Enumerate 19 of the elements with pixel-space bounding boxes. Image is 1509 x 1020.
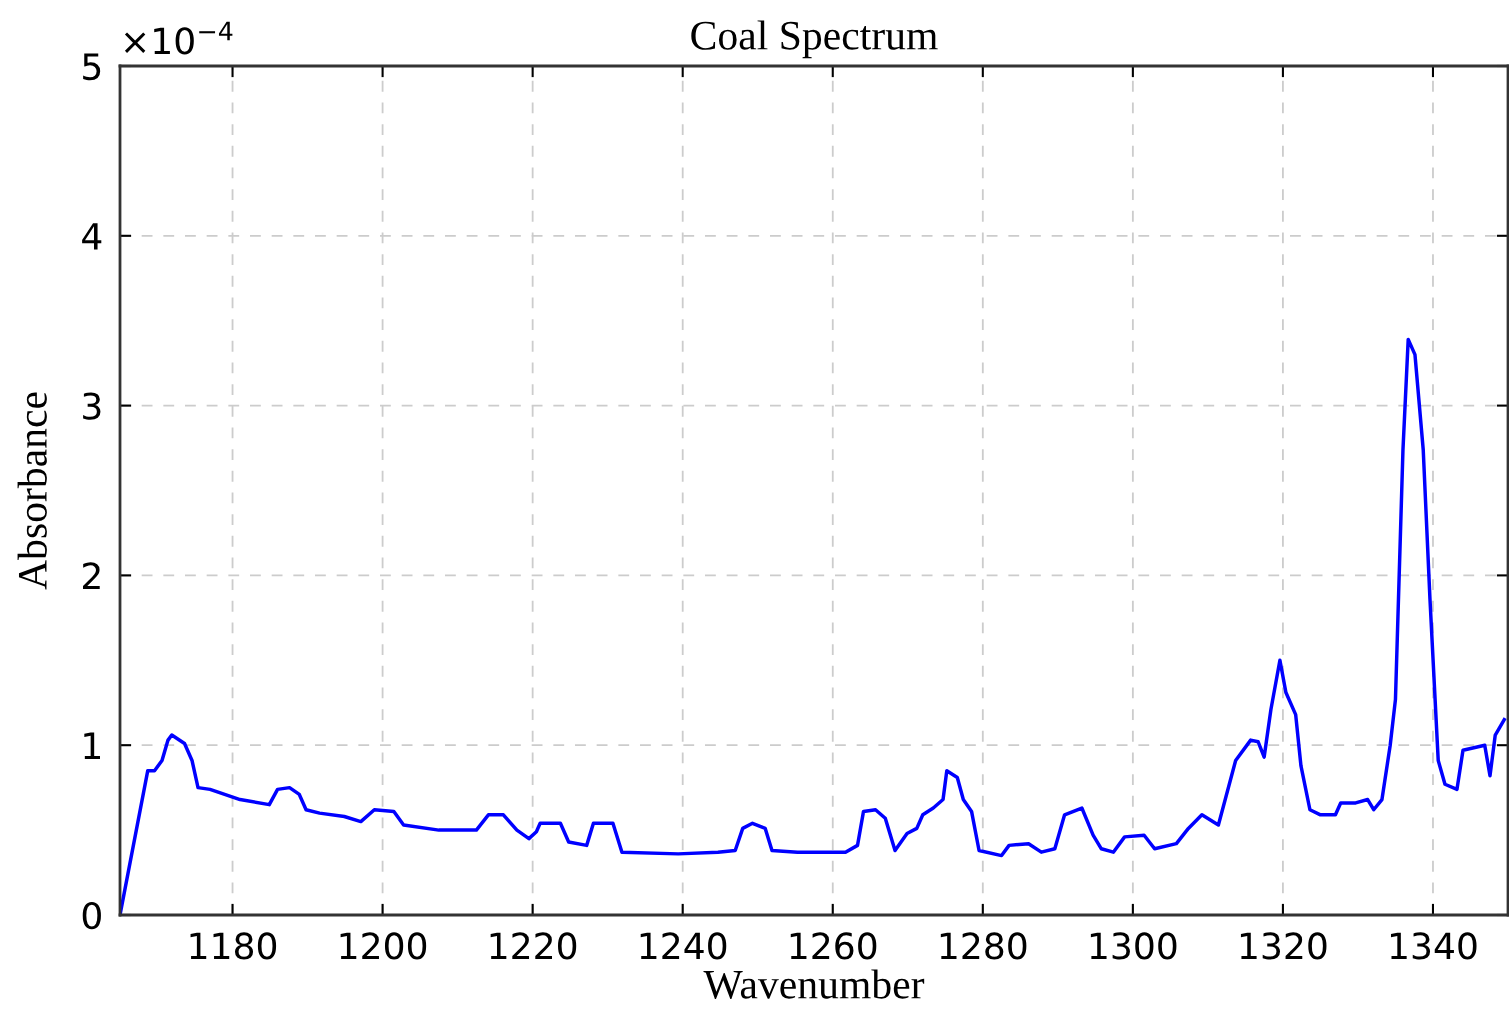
x-tick-label: 1300	[1090, 932, 1177, 960]
y-tick-label: 0	[82, 901, 101, 930]
x-tick-label: 1200	[340, 932, 427, 960]
x-tick-label: 1260	[790, 932, 877, 960]
chart-title: Coal Spectrum	[691, 20, 938, 59]
x-tick-label: 1180	[190, 932, 277, 960]
x-tick-label: 1240	[640, 932, 727, 960]
y-tick-label: 1	[84, 732, 100, 759]
x-axis-title: Wavenumber	[703, 969, 925, 999]
y-axis-title: Absorbance	[17, 392, 47, 590]
y-tick-label: 4	[82, 223, 102, 250]
x-tick-label: 1340	[1390, 932, 1477, 960]
text: ×10$^{−4}$	[124, 21, 233, 55]
x-tick-label: 1320	[1240, 932, 1327, 960]
x-tick-label: 1220	[490, 932, 577, 960]
y-tick-label: 2	[83, 562, 100, 590]
y-tick-label: 3	[83, 392, 101, 420]
x-tick-label: 1280	[940, 932, 1027, 960]
y-tick-label: 5	[83, 53, 101, 81]
